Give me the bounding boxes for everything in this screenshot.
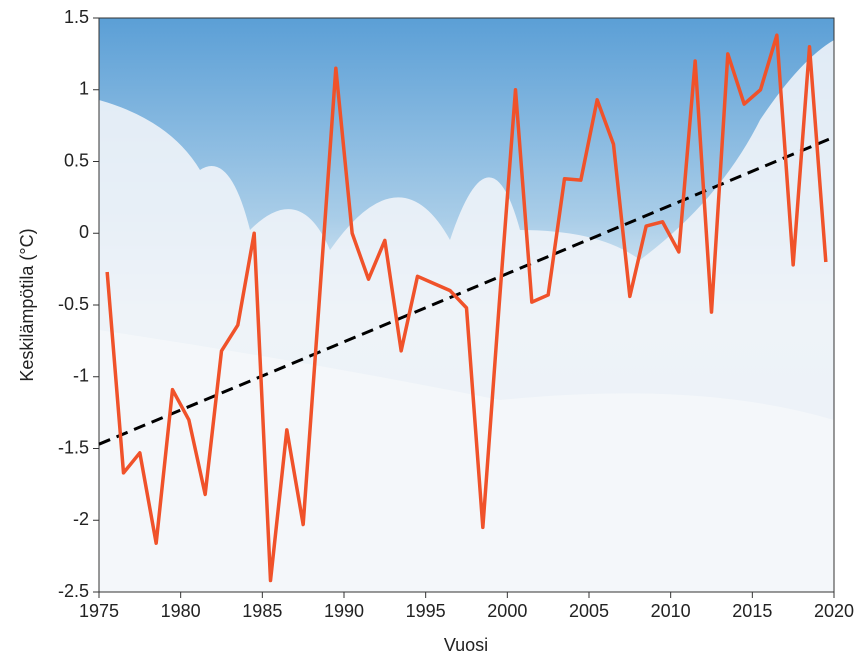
x-tick-label: 1995 [406,601,446,621]
x-tick-label: 2015 [732,601,772,621]
x-tick-label: 2005 [569,601,609,621]
y-tick-label: -2.5 [58,581,89,601]
x-tick-label: 1985 [242,601,282,621]
y-tick-label: -1 [73,366,89,386]
x-tick-label: 1990 [324,601,364,621]
x-tick-label: 2000 [487,601,527,621]
x-tick-label: 2010 [651,601,691,621]
y-tick-label: -0.5 [58,294,89,314]
x-axis-label: Vuosi [444,635,488,655]
x-tick-label: 1975 [79,601,119,621]
y-tick-label: -2 [73,509,89,529]
x-tick-label: 1980 [161,601,201,621]
y-tick-label: 1.5 [64,7,89,27]
x-tick-label: 2020 [814,601,854,621]
chart: Vuosi Keskilämpötila (°C) 1.5 1 0.5 0 -0.5 -1… [0,0,864,662]
y-axis-label: Keskilämpötila (°C) [17,228,37,381]
y-tick-label: 0 [79,222,89,242]
y-tick-label: -1.5 [58,437,89,457]
y-tick-label: 1 [79,79,89,99]
y-tick-label: 0.5 [64,150,89,170]
